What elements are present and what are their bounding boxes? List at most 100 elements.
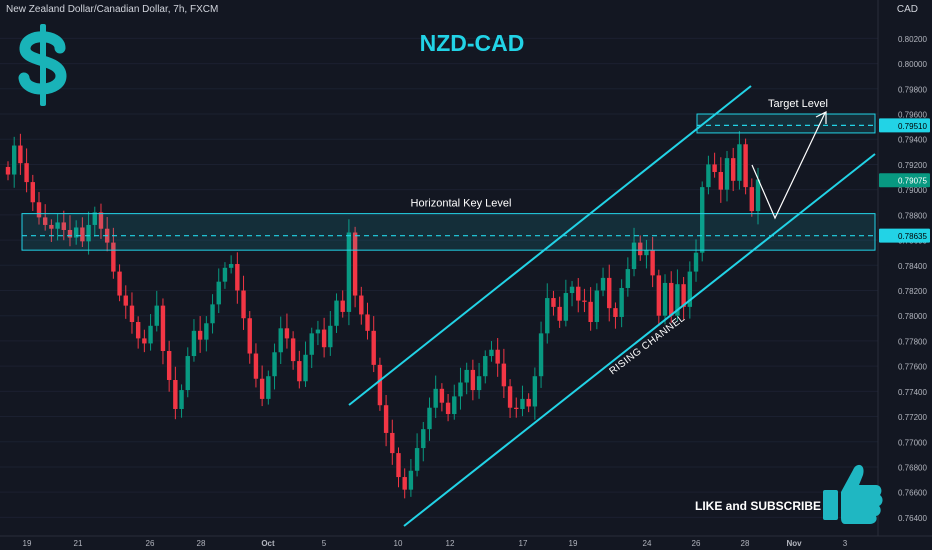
candle — [216, 268, 221, 314]
candle — [737, 131, 742, 190]
candle — [507, 379, 513, 418]
candle-body — [11, 145, 17, 175]
candle-body — [49, 224, 54, 229]
thumb-hand — [841, 464, 883, 524]
candle — [662, 274, 668, 325]
candle-body — [173, 379, 178, 409]
target-price-tag: 0.79510 — [898, 122, 927, 131]
candle — [160, 298, 166, 365]
candle-body — [743, 144, 748, 188]
candle-body — [706, 164, 711, 188]
candle — [309, 327, 314, 369]
candle-body — [625, 269, 631, 288]
channel-label: RISING CHANNEL — [608, 313, 688, 378]
candle-body — [142, 338, 147, 344]
candle-body — [179, 390, 184, 409]
candle-body — [737, 144, 742, 181]
y-tick-label: 0.76800 — [898, 463, 927, 472]
candle-body — [588, 301, 593, 323]
candle — [197, 316, 203, 353]
candle — [371, 316, 376, 373]
candle — [36, 192, 42, 225]
candle-body — [154, 305, 159, 326]
candle-body — [222, 267, 228, 282]
target-zone — [696, 113, 876, 134]
candle-body — [607, 277, 612, 309]
candle-body — [210, 304, 215, 324]
candle-body — [501, 363, 507, 387]
candle — [191, 319, 197, 362]
candle-body — [749, 187, 755, 212]
candle — [563, 279, 569, 327]
candle-body — [402, 477, 407, 490]
candle-body — [483, 356, 488, 377]
candle-body — [383, 405, 389, 433]
candle — [476, 362, 482, 399]
candle-body — [129, 305, 135, 323]
candle — [514, 397, 519, 418]
candle — [135, 316, 141, 349]
candle-body — [266, 376, 271, 399]
candle — [266, 370, 271, 405]
candle — [600, 267, 606, 297]
projection-arrowhead — [815, 111, 827, 124]
candle-body — [687, 271, 693, 307]
y-tick-label: 0.76400 — [898, 514, 927, 523]
candle — [86, 211, 91, 255]
candle-body — [334, 300, 339, 326]
candle-body — [458, 382, 463, 397]
candle — [625, 257, 631, 297]
y-tick-label: 0.78200 — [898, 287, 927, 296]
y-tick-label: 0.79000 — [898, 186, 927, 195]
candle-body — [30, 182, 35, 203]
candle-body — [470, 369, 476, 391]
candle — [489, 341, 494, 362]
price-axis-bg — [878, 0, 932, 550]
dollar-sign-icon — [18, 24, 67, 106]
candle-body — [520, 398, 525, 409]
candle — [396, 447, 401, 488]
candle-body — [731, 158, 736, 181]
candle — [315, 320, 321, 346]
x-tick-label: 26 — [146, 539, 155, 548]
candle-body — [421, 429, 426, 449]
candle-body — [191, 330, 197, 357]
candle — [464, 362, 469, 395]
y-tick-label: 0.79800 — [898, 85, 927, 94]
candle — [166, 340, 172, 392]
candle-body — [67, 229, 73, 238]
candle — [414, 433, 420, 477]
candle-body — [80, 227, 85, 242]
candle — [49, 219, 54, 242]
candle-body — [538, 333, 544, 377]
candle-body — [73, 227, 79, 238]
candle — [588, 287, 593, 331]
candle-body — [328, 325, 333, 348]
candle-body — [303, 354, 308, 382]
candle — [656, 269, 662, 326]
candle — [210, 294, 215, 334]
candle — [30, 174, 35, 211]
candle-body — [576, 286, 581, 301]
candle-body — [346, 232, 352, 312]
candle-body — [241, 290, 246, 319]
candle-body — [594, 290, 600, 323]
candle-body — [532, 376, 538, 407]
candle — [80, 217, 85, 248]
candle-body — [135, 322, 141, 339]
candle — [582, 288, 587, 313]
candle — [61, 210, 66, 241]
candle-body — [5, 166, 11, 175]
target-price-tag-bg — [879, 118, 930, 133]
candle — [755, 167, 761, 225]
candle — [545, 283, 550, 344]
x-tick-label: Nov — [786, 539, 802, 548]
candle — [365, 302, 370, 340]
candle-body — [638, 242, 643, 256]
candle — [303, 341, 308, 387]
y-tick-label: 0.77200 — [898, 413, 927, 422]
channel-lower-line — [403, 153, 876, 527]
candle-body — [445, 402, 451, 415]
candle-body — [117, 271, 122, 296]
candle-body — [290, 338, 296, 362]
